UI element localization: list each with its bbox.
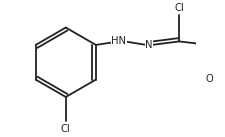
Text: O: O (205, 74, 213, 84)
Text: N: N (145, 40, 153, 50)
Text: Cl: Cl (61, 124, 71, 134)
Text: HN: HN (112, 36, 126, 46)
Text: Cl: Cl (174, 3, 184, 13)
